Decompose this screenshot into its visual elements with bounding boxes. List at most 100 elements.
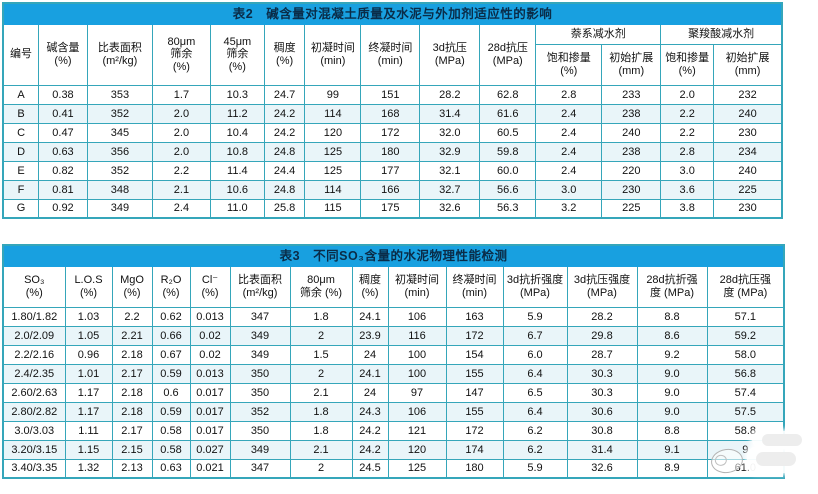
column-header-consistency: 稠度 (%) bbox=[351, 265, 389, 308]
table-cell: 6.5 bbox=[502, 382, 568, 403]
table-cell: 345 bbox=[86, 122, 153, 143]
table-cell: 166 bbox=[360, 179, 421, 200]
table-cell: 0.58 bbox=[151, 439, 191, 460]
table-so3-physical-properties: 表3 不同SO₃含量的水泥物理性能检测 SO₃ (%) L.O.S (%) Mg… bbox=[2, 244, 786, 479]
table-cell: 57.5 bbox=[706, 401, 785, 422]
table-cell: 233 bbox=[601, 84, 662, 105]
column-header-28d-compressive: 28d抗压强 度 (MPa) bbox=[706, 265, 785, 308]
table-cell: B bbox=[2, 103, 40, 124]
table-cell: 353 bbox=[86, 84, 153, 105]
table-cell: 0.41 bbox=[38, 103, 88, 124]
table-cell: 0.59 bbox=[151, 363, 191, 384]
column-header-final-setting: 终凝时间 (min) bbox=[360, 23, 421, 86]
table-cell: 24.2 bbox=[351, 439, 389, 460]
table-cell: 0.63 bbox=[38, 141, 88, 162]
table-cell: 11.4 bbox=[209, 160, 265, 181]
table-cell: 348 bbox=[86, 179, 153, 200]
table-cell: 6.0 bbox=[502, 344, 568, 365]
table-cell: 10.8 bbox=[209, 141, 265, 162]
table-cell: 5.9 bbox=[502, 458, 568, 479]
table-cell: 172 bbox=[445, 325, 504, 346]
table-cell: 2.1 bbox=[289, 382, 353, 403]
table-cell: 2.18 bbox=[111, 344, 153, 365]
column-header-final-setting: 终凝时间 (min) bbox=[445, 265, 504, 308]
table-cell: 60.0 bbox=[479, 160, 537, 181]
table-cell: 2.0 bbox=[151, 141, 211, 162]
table-cell: 61.6 bbox=[479, 103, 537, 124]
table-cell: 9.0 bbox=[636, 363, 708, 384]
table-cell: 0.017 bbox=[189, 420, 231, 441]
table-row: G 0.92 349 2.4 11.0 25.8 115 175 32.6 56.3 3.2 225 3… bbox=[2, 198, 783, 219]
table-cell: 30.3 bbox=[566, 363, 638, 384]
table-cell: 2.2 bbox=[111, 306, 153, 327]
table-row: 3.0/3.03 1.11 2.17 0.58 0.017 350 1.8 24.2 121 17… bbox=[2, 420, 785, 441]
column-header-saturation-dosage-pce: 饱和掺量 (%) bbox=[660, 43, 715, 86]
table-cell: 180 bbox=[445, 458, 504, 479]
table-cell: 24.7 bbox=[263, 84, 306, 105]
table-cell: 1.17 bbox=[64, 382, 113, 403]
table-cell: 0.017 bbox=[189, 401, 231, 422]
table-cell: 0.96 bbox=[64, 344, 113, 365]
table-cell: 0.82 bbox=[38, 160, 88, 181]
table-cell: 1.80/1.82 bbox=[2, 306, 66, 327]
table-cell: 31.4 bbox=[566, 439, 638, 460]
table-cell: 6.7 bbox=[502, 325, 568, 346]
table-cell: 163 bbox=[445, 306, 504, 327]
column-header-saturation-dosage-naph: 饱和掺量 (%) bbox=[535, 43, 603, 86]
table-cell: 115 bbox=[304, 198, 362, 219]
table-cell: 121 bbox=[387, 420, 447, 441]
table-cell: 32.1 bbox=[419, 160, 481, 181]
table-cell: 3.20/3.15 bbox=[2, 439, 66, 460]
table-cell: 30.8 bbox=[566, 420, 638, 441]
table-cell: 151 bbox=[360, 84, 421, 105]
table-cell: 10.4 bbox=[209, 122, 265, 143]
table-cell: 8.8 bbox=[636, 306, 708, 327]
table-row: 3.20/3.15 1.15 2.15 0.58 0.027 349 2.1 24.2 120 1… bbox=[2, 439, 785, 460]
table-cell: 232 bbox=[713, 84, 783, 105]
table-row: D 0.63 356 2.0 10.8 24.8 125 180 32.9 59.8 2.4 238 2… bbox=[2, 141, 783, 162]
table-cell: 238 bbox=[601, 141, 662, 162]
table-cell: C bbox=[2, 122, 40, 143]
column-header-initial-spread-pce: 初始扩展 (mm) bbox=[713, 43, 783, 86]
table-cell: 225 bbox=[601, 198, 662, 219]
table-cell: 1.11 bbox=[64, 420, 113, 441]
table-cell: 30.3 bbox=[566, 382, 638, 403]
table-cell: 5.9 bbox=[502, 306, 568, 327]
table-cell: 0.021 bbox=[189, 458, 231, 479]
column-header-3d-flexural: 3d抗折强度 (MPa) bbox=[502, 265, 568, 308]
table-cell: 1.01 bbox=[64, 363, 113, 384]
table-cell: 24.4 bbox=[263, 160, 306, 181]
table-cell: 2 bbox=[289, 458, 353, 479]
table-row: 1.80/1.82 1.03 2.2 0.62 0.013 347 1.8 24.1 106 16… bbox=[2, 306, 785, 327]
table-cell: 3.0 bbox=[535, 179, 603, 200]
table-cell: 0.62 bbox=[151, 306, 191, 327]
table-row: 2.80/2.82 1.17 2.18 0.59 0.017 352 1.8 24.3 106 1… bbox=[2, 401, 785, 422]
table-cell: 0.58 bbox=[151, 420, 191, 441]
table-cell: 220 bbox=[601, 160, 662, 181]
table-cell: 125 bbox=[304, 160, 362, 181]
table-cell: 114 bbox=[304, 103, 362, 124]
table-cell: 238 bbox=[601, 103, 662, 124]
table-cell: 9.0 bbox=[636, 382, 708, 403]
table-cell: 2.80/2.82 bbox=[2, 401, 66, 422]
table-cell: 125 bbox=[387, 458, 447, 479]
table-cell: 2.4 bbox=[535, 122, 603, 143]
table-cell: 2.60/2.63 bbox=[2, 382, 66, 403]
table-cell: 1.7 bbox=[151, 84, 211, 105]
table-cell: E bbox=[2, 160, 40, 181]
table-cell: 2.17 bbox=[111, 420, 153, 441]
table-cell: 97 bbox=[387, 382, 447, 403]
table-cell: 225 bbox=[713, 179, 783, 200]
table-cell: 114 bbox=[304, 179, 362, 200]
table-cell: 24.2 bbox=[263, 103, 306, 124]
table-cell: 1.03 bbox=[64, 306, 113, 327]
table-cell: 60.5 bbox=[479, 122, 537, 143]
table-cell: 230 bbox=[713, 122, 783, 143]
table-cell: 8.8 bbox=[636, 420, 708, 441]
table-row: 2.0/2.09 1.05 2.21 0.66 0.02 349 2 23.9 116 172 6.… bbox=[2, 325, 785, 346]
column-header-80um-residue: 80μm 筛余 (%) bbox=[151, 23, 211, 86]
table-cell: 24.8 bbox=[263, 141, 306, 162]
table-cell: 62.8 bbox=[479, 84, 537, 105]
table-cell: 32.7 bbox=[419, 179, 481, 200]
table-cell: 2.18 bbox=[111, 401, 153, 422]
